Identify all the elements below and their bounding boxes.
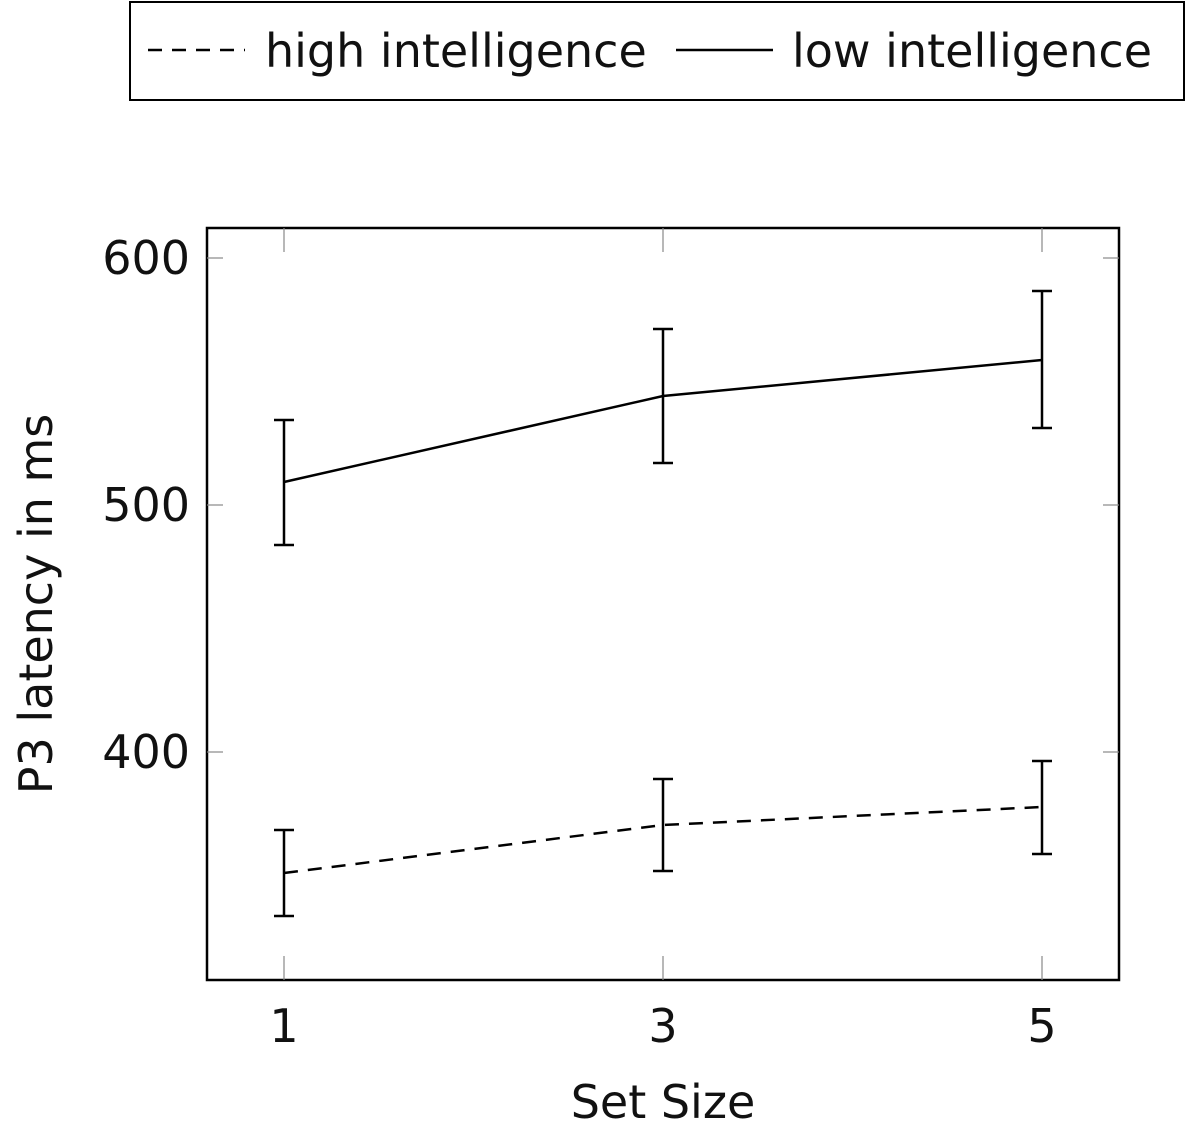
y-tick-600: 600 (102, 231, 190, 285)
y-tick-400: 400 (102, 725, 190, 779)
x-tick-1: 1 (269, 999, 298, 1053)
x-tick-3: 3 (648, 999, 677, 1053)
series-low-intelligence (274, 289, 1052, 547)
legend-box (129, 1, 1185, 101)
y-tick-500: 500 (102, 478, 190, 532)
axis-ticks (207, 228, 1119, 980)
x-tick-5: 5 (1027, 999, 1056, 1053)
y-axis-label: P3 latency in ms (9, 414, 63, 795)
legend: high intelligence low intelligence (129, 1, 1185, 101)
x-axis-label: Set Size (571, 1075, 756, 1124)
legend-label-high: high intelligence (265, 24, 647, 78)
legend-label-low: low intelligence (792, 24, 1152, 78)
series-high-intelligence (274, 759, 1052, 918)
